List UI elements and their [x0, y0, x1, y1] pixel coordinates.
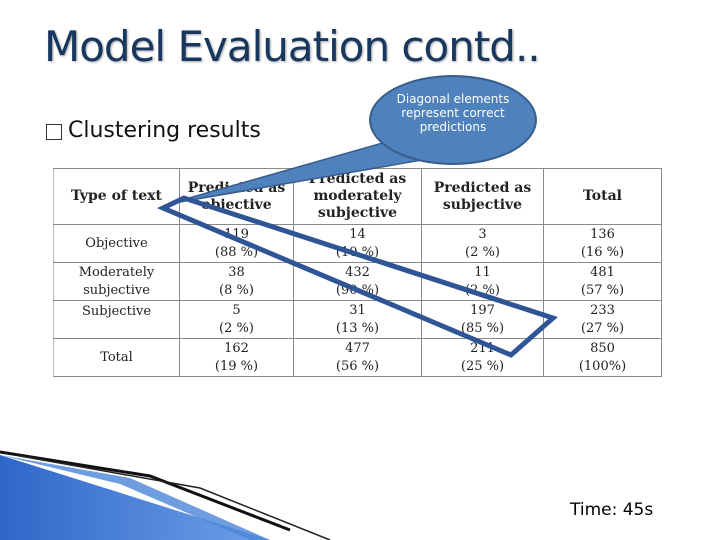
cell-percent: (57 %) — [580, 282, 625, 298]
cell-count: 481 — [590, 264, 615, 280]
cell-count: 211 — [470, 340, 495, 356]
cell-percent: (2 %) — [465, 282, 500, 298]
cell-percent: (2 %) — [219, 320, 254, 336]
cell: 5 (2 %) — [179, 300, 294, 339]
row-label: Subjective — [53, 300, 180, 339]
cell-count: 11 — [474, 264, 491, 280]
cell: 197 (85 %) — [421, 300, 544, 339]
row-label: Total — [53, 338, 180, 377]
header-predicted-subjective: Predicted as subjective — [421, 168, 544, 225]
cell-count: 233 — [590, 302, 615, 318]
cell-count: 5 — [232, 302, 241, 318]
cell-percent: (100%) — [578, 358, 627, 374]
cell-count: 31 — [349, 302, 366, 318]
header-predicted-moderately-subjective: Predicted as moderately subjective — [293, 168, 422, 225]
cell: 3 (2 %) — [421, 224, 544, 263]
cell: 14 (10 %) — [293, 224, 422, 263]
table-row: Objective 119 (88 %) 14 (10 %) 3 (2 %) 136 (… — [53, 224, 662, 263]
cell: 38 (8 %) — [179, 262, 294, 301]
cell-percent: (2 %) — [465, 244, 500, 260]
header-predicted-objective: Predicted as objective — [179, 168, 294, 225]
cell-count: 14 — [349, 226, 366, 242]
cell: 432 (90 %) — [293, 262, 422, 301]
row-label: Objective — [53, 224, 180, 263]
cell: 11 (2 %) — [421, 262, 544, 301]
cell-count: 477 — [345, 340, 370, 356]
cell-percent: (10 %) — [335, 244, 380, 260]
cell-count: 136 — [590, 226, 615, 242]
table-row: Moderately subjective 38 (8 %) 432 (90 %) 1… — [53, 262, 662, 301]
table-row: Subjective 5 (2 %) 31 (13 %) 197 (85 %) 233… — [53, 300, 662, 339]
bullet-text: Clustering results — [68, 118, 261, 143]
cell: 477 (56 %) — [293, 338, 422, 377]
cell-count: 38 — [228, 264, 245, 280]
cell-count: 850 — [590, 340, 615, 356]
cell-count: 119 — [224, 226, 249, 242]
time-label: Time: 45s — [570, 500, 654, 520]
cell: 136 (16 %) — [543, 224, 662, 263]
cell-percent: (25 %) — [460, 358, 505, 374]
cell-percent: (56 %) — [335, 358, 380, 374]
cell-percent: (16 %) — [580, 244, 625, 260]
table-row: Total 162 (19 %) 477 (56 %) 211 (25 %) 850 (… — [53, 338, 662, 377]
header-total: Total — [543, 168, 662, 225]
cell-percent: (8 %) — [219, 282, 254, 298]
header-type-of-text: Type of text — [53, 168, 180, 225]
cell-percent: (27 %) — [580, 320, 625, 336]
checkbox-bullet-icon — [46, 123, 62, 140]
row-label: Moderately subjective — [53, 262, 180, 301]
callout-text: Diagonal elements represent correct pred… — [396, 92, 510, 134]
cell-count: 432 — [345, 264, 370, 280]
cell-count: 162 — [224, 340, 249, 356]
row-label-line1: Moderately — [78, 264, 155, 280]
cell: 119 (88 %) — [179, 224, 294, 263]
cell: 211 (25 %) — [421, 338, 544, 377]
cell: 162 (19 %) — [179, 338, 294, 377]
slide-title: Model Evaluation contd.. — [44, 22, 541, 71]
cell-count: 197 — [470, 302, 495, 318]
table-header-row: Type of text Predicted as objective Pred… — [53, 168, 662, 225]
cell: 481 (57 %) — [543, 262, 662, 301]
decorative-footer-swoosh — [0, 450, 331, 540]
cell-percent: (85 %) — [460, 320, 505, 336]
cell: 850 (100%) — [543, 338, 662, 377]
cell-percent: (90 %) — [335, 282, 380, 298]
row-label-line2: subjective — [83, 282, 150, 298]
confusion-matrix-table: Type of text Predicted as objective Pred… — [53, 168, 662, 377]
cell: 233 (27 %) — [543, 300, 662, 339]
cell-percent: (19 %) — [214, 358, 259, 374]
cell-percent: (13 %) — [335, 320, 380, 336]
callout-bubble: Diagonal elements represent correct pred… — [369, 75, 537, 165]
cell-count: 3 — [478, 226, 487, 242]
bullet-item: Clustering results — [46, 118, 261, 143]
cell-percent: (88 %) — [214, 244, 259, 260]
cell: 31 (13 %) — [293, 300, 422, 339]
